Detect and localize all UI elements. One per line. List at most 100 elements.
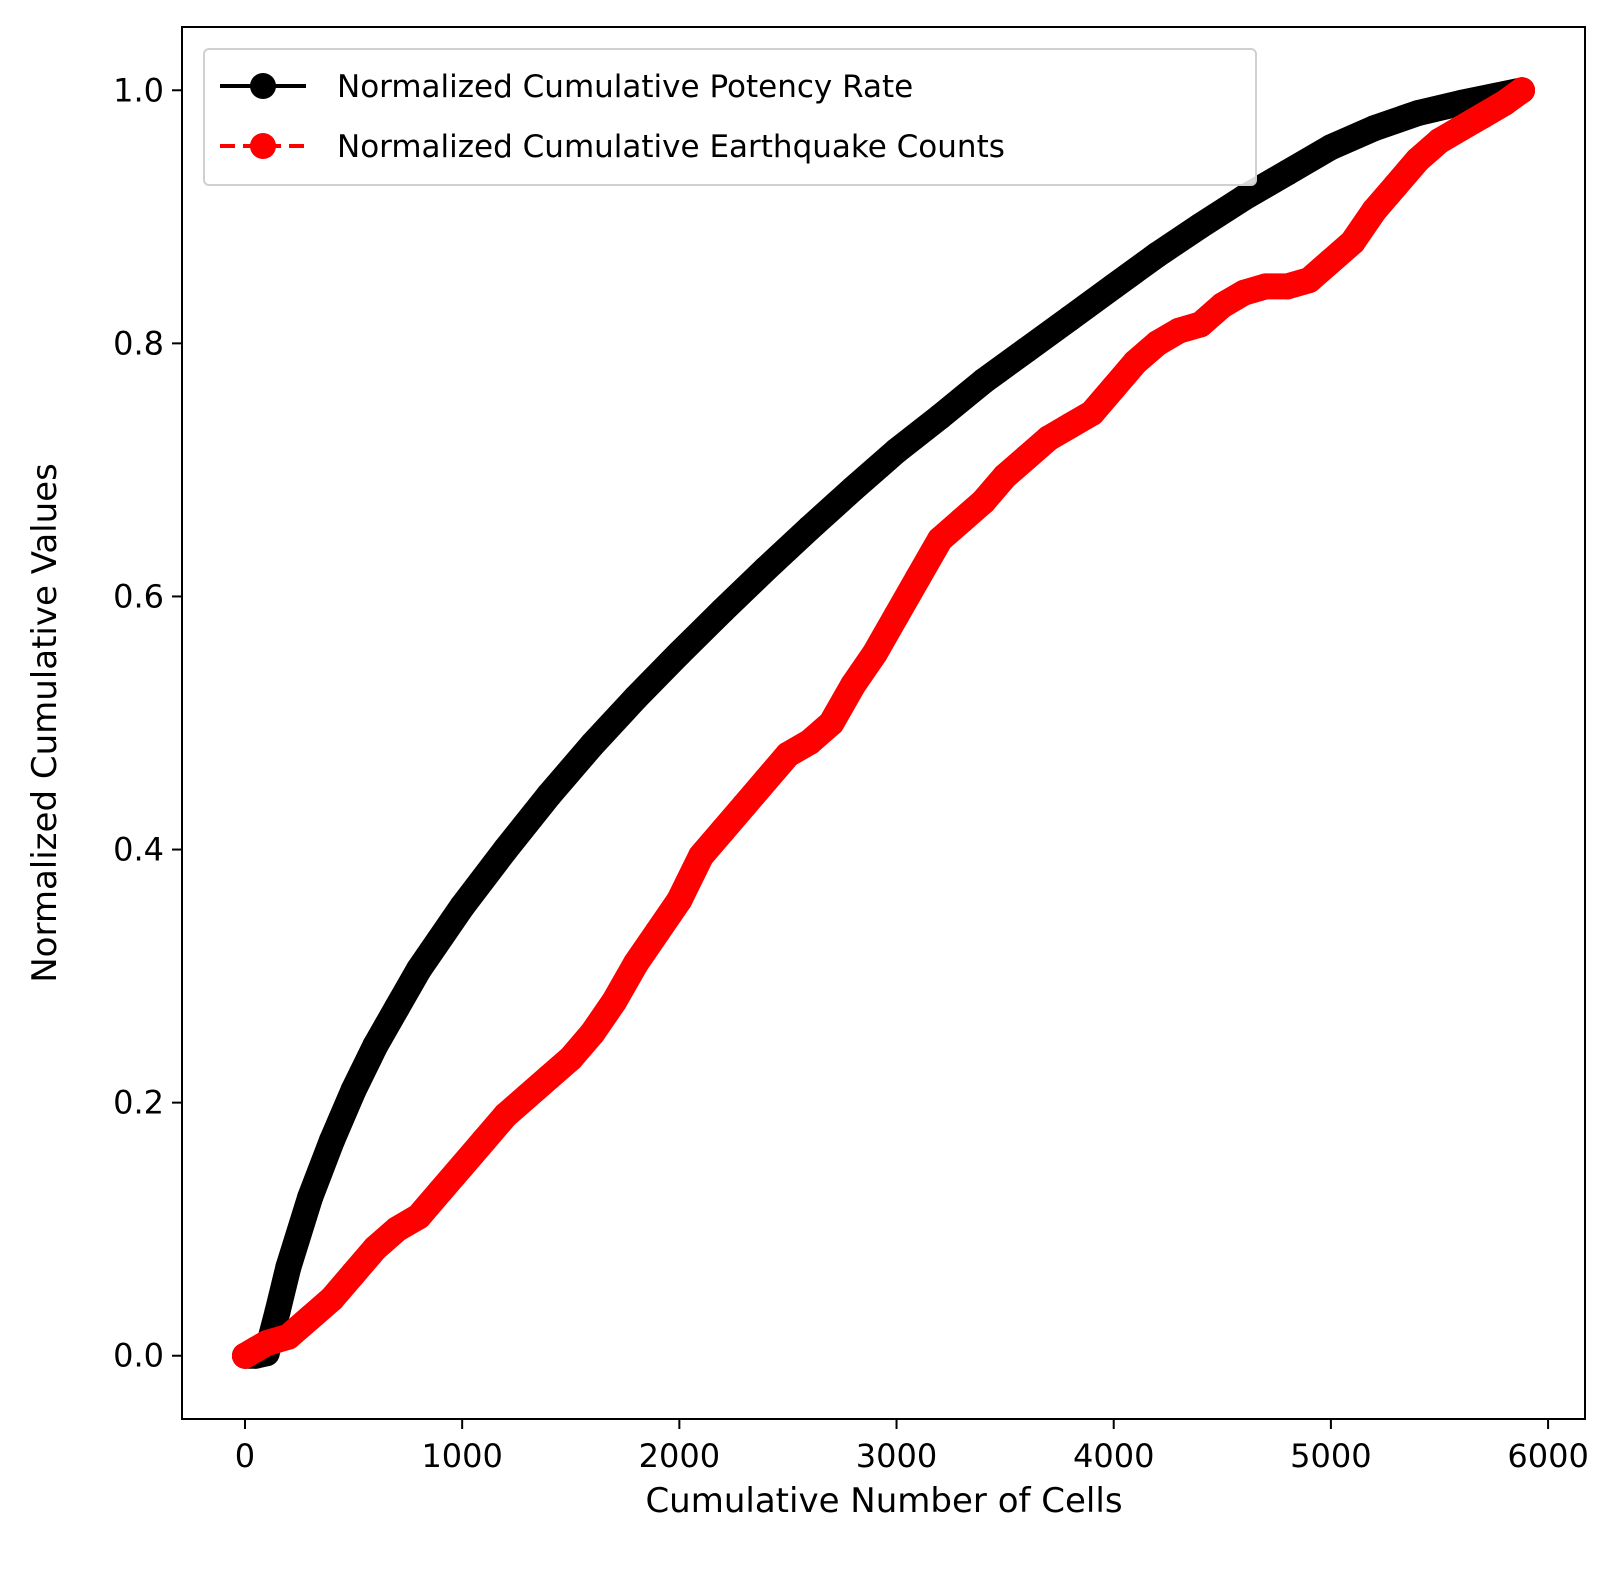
series-0-point: [1057, 305, 1084, 332]
series-1-point: [688, 842, 715, 869]
series-1-point: [644, 918, 671, 945]
y-tick-label: 1.0: [113, 71, 164, 109]
series-0-point: [492, 836, 519, 863]
x-tick-label: 4000: [1073, 1437, 1154, 1475]
x-tick-label: 3000: [856, 1437, 937, 1475]
series-1-point: [1361, 197, 1388, 224]
series-1-point: [1035, 425, 1062, 452]
series-1-point: [362, 1235, 389, 1262]
legend-entry-potency: Normalized Cumulative Potency Rate: [220, 69, 913, 105]
series-0-point: [297, 1184, 324, 1211]
series-1-point: [449, 1152, 476, 1179]
x-tick-label: 2000: [639, 1437, 720, 1475]
series-1-point: [253, 1330, 280, 1357]
series-1-point: [1013, 444, 1040, 471]
series-1-point: [992, 463, 1019, 490]
series-0-point: [1361, 115, 1388, 142]
y-tick-label: 0.0: [113, 1337, 164, 1375]
y-tick-label: 0.4: [113, 831, 164, 869]
series-1-point: [622, 950, 649, 977]
series-1-point: [275, 1323, 302, 1350]
series-0-point: [340, 1077, 367, 1103]
series-1-point: [340, 1260, 367, 1287]
series-1-point: [1404, 146, 1431, 173]
series-1-point: [1509, 77, 1535, 104]
series-0-point: [927, 403, 953, 430]
series-1-point: [318, 1285, 345, 1312]
series-1-point: [774, 741, 801, 768]
series-1-point: [709, 817, 736, 844]
legend-box: [203, 48, 1257, 186]
legend-marker-potency: [250, 73, 276, 99]
x-tick-label: 5000: [1290, 1437, 1371, 1475]
series-0-point: [840, 475, 867, 502]
x-tick-label: 6000: [1507, 1437, 1588, 1475]
x-tick-label: 1000: [421, 1437, 502, 1475]
series-1-point: [1274, 273, 1301, 300]
series-1-point: [1339, 229, 1366, 256]
series-0-point: [1404, 100, 1431, 127]
series-0-point: [362, 1032, 389, 1059]
y-tick-label: 0.6: [113, 577, 164, 615]
series-1-point: [861, 640, 888, 667]
series-1-point: [579, 1020, 606, 1046]
series-1-point: [1100, 374, 1127, 401]
series-0-point: [666, 640, 693, 667]
legend-label-potency: Normalized Cumulative Potency Rate: [337, 69, 913, 105]
series-1-point: [753, 766, 780, 793]
series-1-point: [948, 507, 975, 534]
series-1-point: [1252, 273, 1279, 300]
series-1-point: [427, 1178, 454, 1205]
series-1-point: [536, 1064, 562, 1091]
plot-area: [181, 26, 1586, 1420]
series-1-point: [514, 1083, 541, 1110]
series-1-point: [557, 1045, 584, 1072]
series-1-point: [1383, 172, 1410, 199]
y-tick-label: 0.8: [113, 324, 164, 362]
series-1-point: [1187, 311, 1214, 338]
series-1-point: [1144, 330, 1171, 357]
y-axis-ticks: 0.0 0.2 0.4 0.6 0.8 1.0: [113, 71, 182, 1375]
series-0-point: [405, 956, 432, 983]
series-1-point: [1122, 349, 1149, 376]
x-tick-label: 0: [235, 1437, 255, 1475]
series-1-point: [492, 1102, 519, 1129]
series-0-point: [1013, 336, 1040, 363]
series-1-point: [1165, 317, 1192, 344]
series-0-point: [449, 893, 476, 920]
series-1-point: [1079, 400, 1105, 426]
series-0-point: [970, 368, 997, 395]
series-0-point: [622, 684, 649, 711]
series-0-point: [709, 597, 736, 624]
series-0-point: [384, 994, 410, 1021]
series-1-point: [905, 564, 932, 591]
series-1-point: [1317, 248, 1344, 275]
legend: Normalized Cumulative Potency Rate Norma…: [203, 48, 1257, 186]
series-1-point: [1057, 412, 1084, 439]
series-1-point: [1296, 267, 1323, 294]
legend-label-earthquake: Normalized Cumulative Earthquake Counts: [337, 129, 1005, 165]
series-1-point: [384, 1216, 410, 1243]
series-0-point: [536, 782, 562, 809]
y-tick-label: 0.2: [113, 1084, 164, 1122]
series-0-point: [1317, 134, 1344, 161]
series-1-point: [1448, 115, 1475, 142]
x-axis-title: Cumulative Number of Cells: [645, 1481, 1122, 1521]
series-0-point: [318, 1127, 345, 1154]
y-axis-title: Normalized Cumulative Values: [25, 463, 65, 983]
series-0-point: [1274, 159, 1301, 186]
series-1-point: [470, 1127, 497, 1154]
series-0-point: [1100, 273, 1127, 300]
legend-entry-earthquake: Normalized Cumulative Earthquake Counts: [220, 129, 1005, 165]
series-1-point: [405, 1203, 432, 1230]
x-axis-ticks: 0 1000 2000 3000 4000 5000 6000: [235, 1419, 1589, 1475]
series-layer: [232, 77, 1535, 1369]
series-1-point: [818, 710, 845, 736]
series-1-point: [297, 1304, 324, 1331]
plot-background: [182, 27, 1585, 1419]
series-0-point: [275, 1254, 302, 1281]
series-1-point: [840, 672, 867, 698]
series-1-point: [1469, 102, 1496, 129]
plot-frame: [181, 26, 1586, 1420]
